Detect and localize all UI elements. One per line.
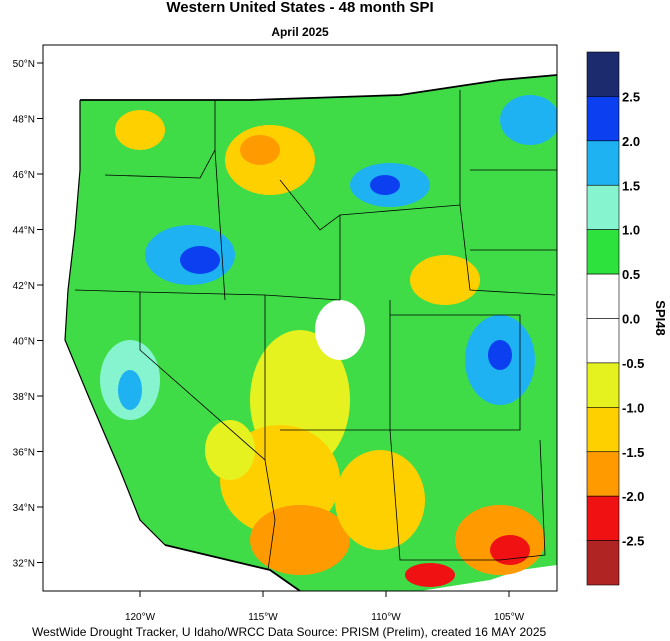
colorbar-label: -0.5 [622,356,644,371]
colorbar-label: -1.5 [622,445,644,460]
colorbar-label: -2.5 [622,534,644,549]
lat-label: 34°N [13,503,35,514]
colorbar-segment [586,51,620,97]
lat-label: 42°N [13,281,35,292]
state-boundaries [74,74,557,591]
colorbar-label: 1.5 [622,178,640,193]
lon-label: 105°W [494,612,525,623]
colorbar-segment [586,407,620,453]
colorbar-segment [586,96,620,142]
lat-label: 46°N [13,170,35,181]
lat-label: 50°N [13,59,35,70]
colorbar-title: SPI48 [653,300,668,335]
lon-label: 115°W [248,612,278,623]
lat-label: 44°N [13,226,35,237]
colorbar-label: -1.0 [622,400,644,415]
lat-label: 38°N [13,392,35,403]
lat-label: 32°N [13,559,35,570]
map [43,45,557,591]
colorbar-label: 2.0 [622,134,640,149]
footer: WestWide Drought Tracker, U Idaho/WRCC D… [32,625,547,639]
map-frame [42,44,558,592]
colorbar-segment [586,451,620,497]
lon-label: 110°W [371,612,401,623]
colorbar-segment [586,184,620,230]
colorbar-segment [586,362,620,408]
colorbar-segment [586,318,620,364]
colorbar-label: 2.5 [622,89,640,104]
colorbar-segment [586,495,620,541]
lat-label: 40°N [13,337,35,348]
coastline [64,100,166,546]
colorbar-segment [586,140,620,186]
lat-label: 48°N [13,115,35,126]
lon-label: 120°W [125,612,156,623]
colorbar: 2.5 2.0 1.5 1.0 0.5 0.0 -0.5 -1.0 -1.5 -2.0 -2.5 SP… [586,51,668,586]
colorbar-segment [586,229,620,275]
lat-label: 36°N [13,448,35,459]
colorbar-label: 1.0 [622,223,640,238]
subtitle: April 2025 [271,25,329,39]
spi-patches [100,95,557,587]
title: Western United States - 48 month SPI [166,0,433,16]
colorbar-segment [586,273,620,319]
colorbar-label: 0.5 [622,267,640,282]
colorbar-segment [586,540,620,586]
colorbar-label: 0.0 [622,312,640,327]
colorbar-label: -2.0 [622,489,644,504]
